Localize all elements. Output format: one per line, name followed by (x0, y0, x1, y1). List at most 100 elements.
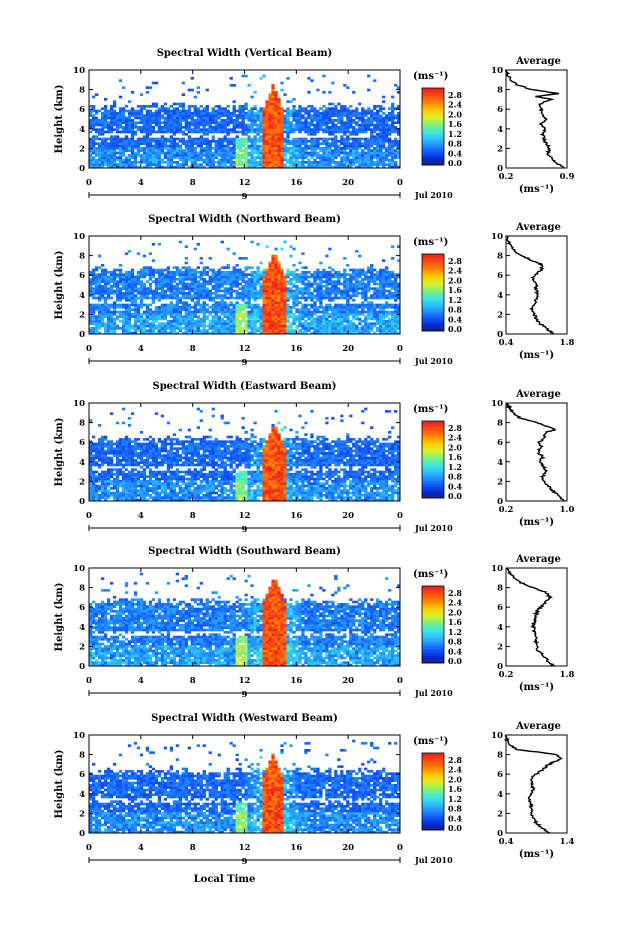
colorbar-swatch (422, 796, 444, 800)
y-tick-label: 2 (79, 477, 85, 487)
colorbar-tick-label: 2.8 (448, 256, 462, 266)
colorbar-swatch (422, 822, 444, 826)
y-tick-label: 2 (79, 809, 85, 819)
y-axis-label: Height (km) (54, 418, 65, 487)
profile-title: Average (515, 222, 561, 233)
colorbar-tick-label: 0.8 (448, 472, 462, 482)
profile-y-tick-label: 8 (497, 751, 503, 761)
colorbar-swatch (422, 461, 444, 465)
colorbar-swatch (422, 469, 444, 472)
colorbar-swatch (422, 304, 444, 308)
profile-x-tick-label: 1.8 (560, 670, 575, 680)
colorbar-swatch (422, 827, 444, 831)
profile-y-tick-label: 10 (491, 66, 503, 76)
y-tick-label: 6 (79, 603, 85, 613)
x-tick-label: 4 (138, 344, 144, 354)
colorbar-swatch (422, 624, 444, 628)
colorbar-swatch (422, 631, 444, 635)
colorbar-swatch (422, 781, 444, 785)
profile-x-axis-label: (ms⁻¹) (519, 517, 554, 528)
y-tick-label: 2 (79, 144, 85, 154)
x-tick-label: 0 (397, 676, 403, 686)
colorbar-tick-label: 0.8 (448, 804, 462, 814)
colorbar-swatch (422, 653, 444, 657)
colorbar-swatch (422, 466, 444, 470)
colorbar-swatch (422, 643, 444, 647)
profile-x-axis-label: (ms⁻¹) (519, 682, 554, 693)
colorbar-swatch (422, 256, 444, 260)
colorbar-swatch (422, 124, 444, 127)
colorbar-frame (421, 585, 445, 664)
profile-x-axis-label: (ms⁻¹) (519, 350, 554, 361)
colorbar-tick-label: 0.8 (448, 305, 462, 315)
colorbar-swatch (422, 323, 444, 327)
colorbar-swatch (422, 617, 444, 621)
x-tick-label: 12 (239, 843, 251, 853)
colorbar-swatch (422, 784, 444, 788)
colorbar-swatch (422, 92, 444, 96)
colorbar-swatch (422, 590, 444, 594)
colorbar-swatch (422, 803, 444, 807)
x-tick-label: 12 (239, 511, 251, 521)
y-tick-label: 0 (79, 497, 85, 507)
colorbar-swatch (422, 152, 444, 156)
colorbar-swatch (422, 798, 444, 802)
colorbar-swatch (422, 126, 444, 130)
profile-y-tick-label: 2 (497, 477, 503, 487)
profile-line (504, 402, 565, 502)
profile-frame (505, 567, 568, 667)
y-axis-label: Height (km) (54, 750, 65, 819)
colorbar-tick-label: 0.0 (448, 158, 462, 168)
colorbar-swatch (422, 311, 444, 315)
colorbar-frame (421, 752, 445, 831)
colorbar-swatch (422, 817, 444, 821)
colorbar-swatch (422, 435, 444, 439)
profile-y-tick-label: 8 (497, 86, 503, 96)
colorbar-swatch (422, 825, 444, 828)
colorbar-swatch (422, 471, 444, 475)
profile-x-tick-label: 0.2 (499, 505, 514, 515)
colorbar-swatch (422, 760, 444, 764)
colorbar-swatch (422, 602, 444, 606)
profile-y-tick-label: 0 (497, 497, 503, 507)
profile-x-tick-label: 1.4 (560, 837, 575, 847)
profile-y-tick-label: 4 (497, 790, 503, 800)
colorbar-swatch (422, 757, 444, 761)
colorbar-swatch (422, 430, 444, 434)
profile-y-tick-label: 8 (497, 252, 503, 262)
colorbar-swatch (422, 102, 444, 106)
colorbar-swatch (422, 607, 444, 611)
chart-panel: Spectral Width (Westward Beam) 0 2 4 6 8 10 0 4 8… (54, 713, 574, 885)
profile-y-tick-label: 4 (497, 623, 503, 633)
x-tick-label: 16 (290, 843, 302, 853)
profile-frame (505, 69, 568, 169)
x-tick-label: 0 (397, 344, 403, 354)
colorbar-swatch (422, 278, 444, 281)
chart-panel: Spectral Width (Northward Beam) 0 2 4 6 8 10 0 4… (54, 214, 574, 368)
colorbar-swatch (422, 116, 444, 120)
profile-x-tick-label: 0.4 (499, 338, 514, 348)
colorbar-swatch (422, 88, 444, 91)
colorbar-swatch (422, 820, 444, 824)
colorbar-swatch (422, 321, 444, 325)
profile-y-tick-label: 0 (497, 164, 503, 174)
y-tick-label: 10 (73, 731, 85, 741)
colorbar-swatch (422, 805, 444, 809)
colorbar-swatch (422, 273, 444, 277)
heatmap-field (89, 240, 401, 335)
colorbar-tick-label: 0.4 (448, 481, 462, 491)
colorbar-tick-label: 2.4 (448, 100, 462, 110)
x-tick-label: 8 (190, 178, 196, 188)
x-tick-label: 20 (342, 344, 354, 354)
colorbar-swatch (422, 447, 444, 451)
colorbar-tick-label: 2.0 (448, 109, 462, 119)
colorbar-swatch (422, 629, 444, 633)
colorbar-tick-label: 2.0 (448, 774, 462, 784)
profile-title: Average (515, 56, 561, 67)
colorbar-swatch (422, 421, 444, 424)
y-tick-label: 4 (79, 458, 85, 468)
colorbar-swatch (422, 131, 444, 135)
y-tick-label: 8 (79, 252, 85, 262)
colorbar-swatch (422, 660, 444, 664)
colorbar-swatch (422, 290, 444, 293)
